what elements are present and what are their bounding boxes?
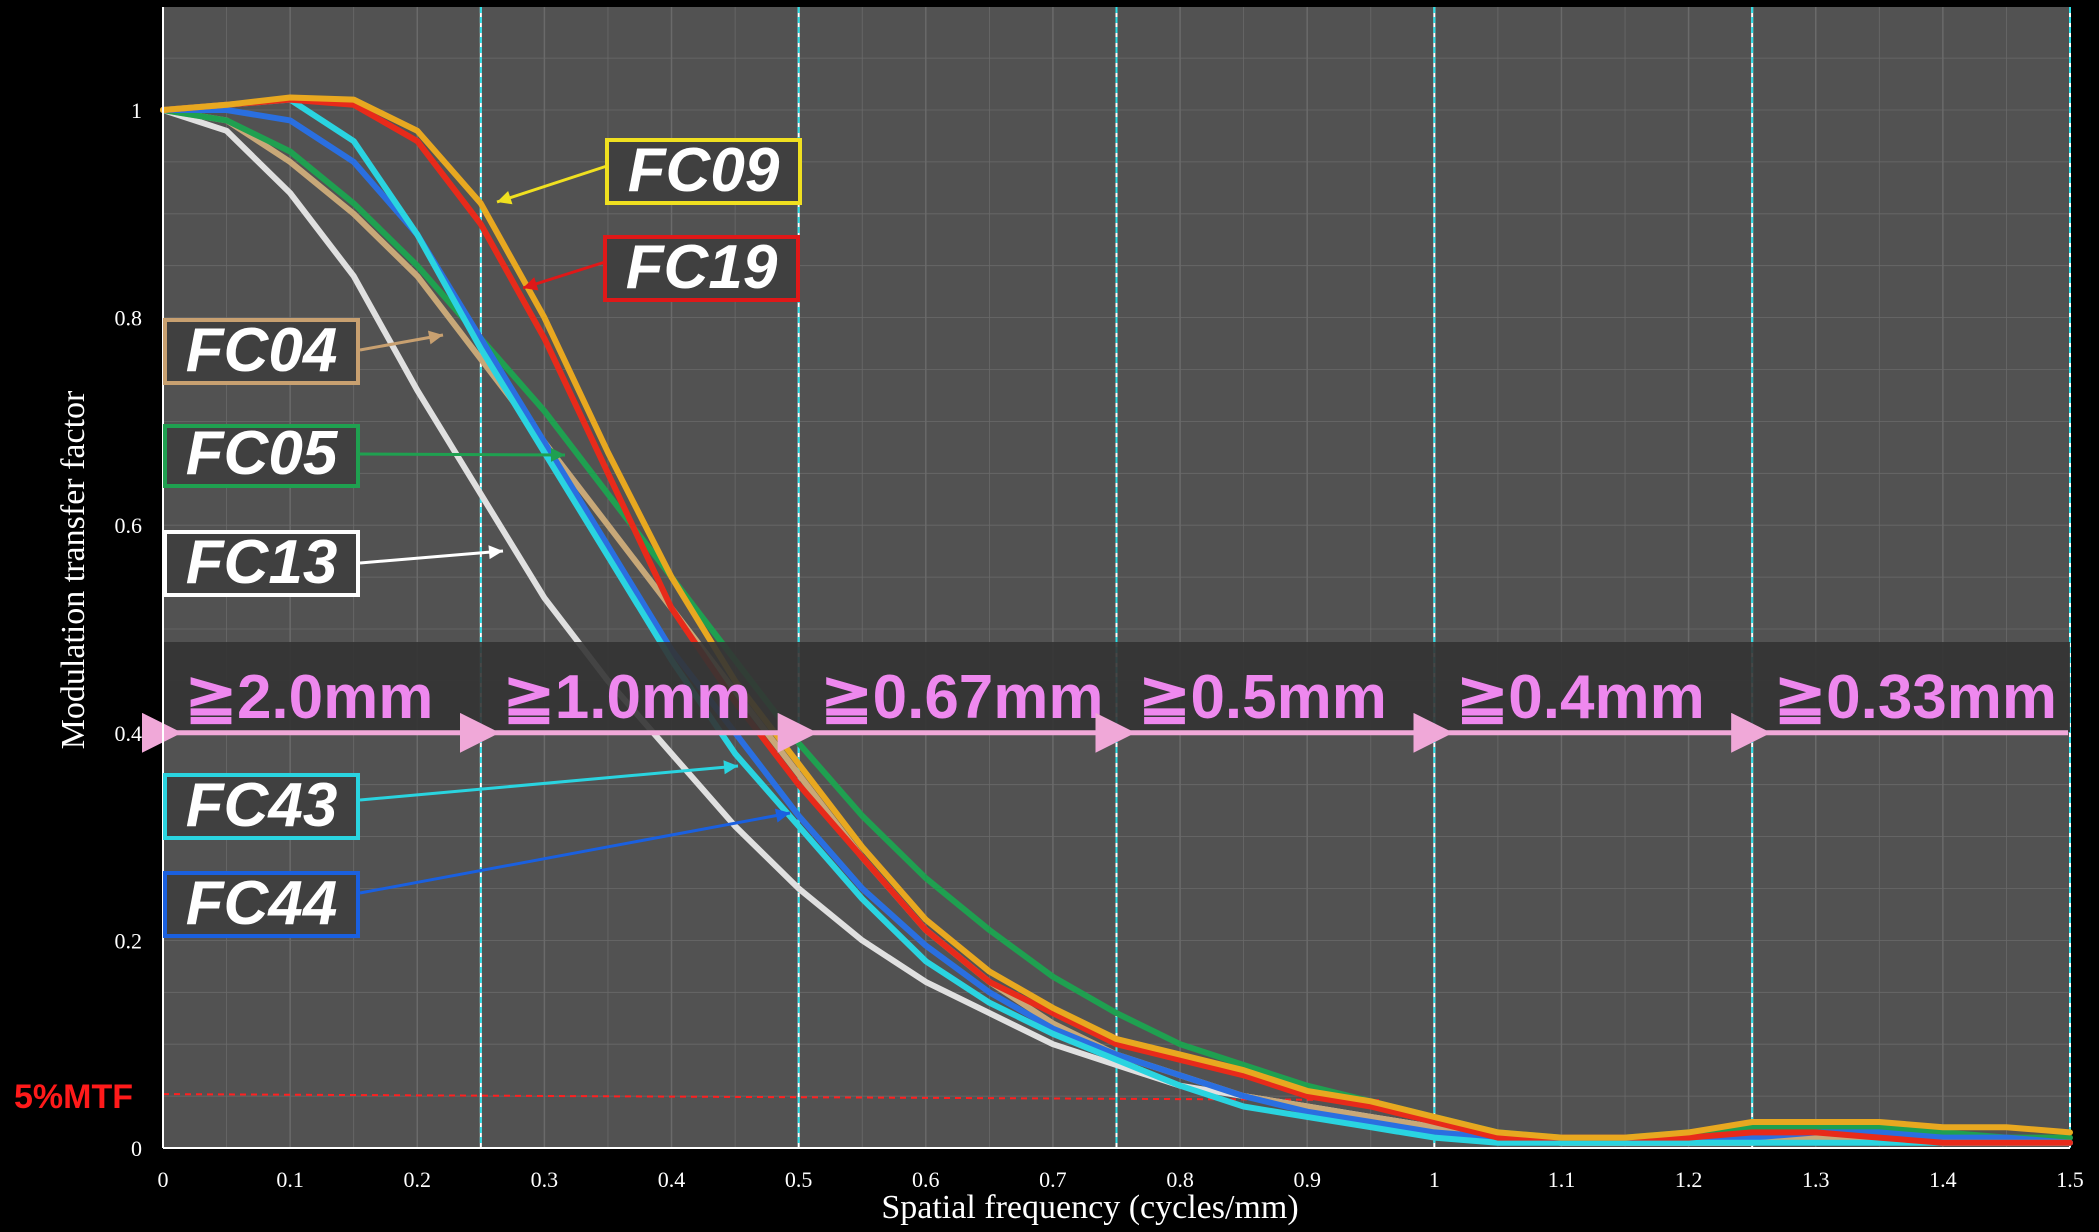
legend-box [163,424,360,488]
series-line-fc43 [160,96,2073,1146]
legend-label: FC44 [186,869,338,938]
y-tick-label: 0.4 [115,721,143,746]
legend-label: FC19 [626,233,778,302]
legend-pointer-line [359,452,566,457]
legend-item-fc13: FC13 [163,528,504,597]
y-tick-labels: 0 0.2 0.4 0.6 0.8 1 [115,98,143,1161]
resolution-bands: ≧2.0mm ≧1.0mm ≧0.67mm ≧0.5mm ≧0.4mm ≧0.33mm [142,663,2068,753]
x-axis-title: Spatial frequency (cycles/mm) [881,1189,1298,1226]
band-boundaries [479,7,2071,1148]
legend-item-fc44: FC44 [163,808,791,938]
x-tick-label: 0.2 [404,1167,432,1192]
legend-label: FC05 [186,419,339,488]
band-label: ≧0.4mm [1456,663,1704,732]
legend-pointer-line [522,260,606,290]
legend-pointer-line [359,811,791,895]
legend-label: FC43 [186,771,338,840]
x-tick-label: 1.2 [1675,1167,1703,1192]
legend-pointer-arrowhead [550,447,565,462]
legend-pointer-arrowhead [427,330,443,345]
legend-box [163,318,360,385]
x-tick-label: 0.1 [276,1167,304,1192]
x-tick-label: 0.3 [531,1167,559,1192]
legend-item-fc04: FC04 [163,316,444,385]
band-label: ≧0.33mm [1774,663,2057,732]
x-tick-label: 0.6 [912,1167,940,1192]
legend-label: FC04 [186,316,338,385]
legend-item-fc09: FC09 [496,136,802,205]
legend-pointer-arrowhead [723,760,738,775]
y-tick-label: 0 [131,1136,142,1161]
x-tick-label: 0 [158,1167,169,1192]
x-tick-label: 0.9 [1293,1167,1321,1192]
y-tick-label: 0.2 [115,928,143,953]
legend-pointer-arrowhead [523,277,539,291]
band-label: ≧0.5mm [1139,663,1387,732]
x-tick-label: 1.3 [1802,1167,1830,1192]
legend-label: FC13 [186,528,338,597]
y-axis-title: Modulation transfer factor [55,390,92,749]
legend-box [163,773,360,840]
y-tick-label: 0.8 [115,306,143,331]
x-tick-label: 1.1 [1548,1167,1576,1192]
legend-box [605,138,802,205]
legend-pointer-arrowhead [488,545,503,560]
series-line-fc09 [160,94,2073,1141]
legend-pointer-line [496,164,608,204]
legend-box [163,530,360,597]
series-line-fc19 [160,96,2073,1146]
x-tick-label: 1.5 [2056,1167,2084,1192]
legend-item-fc05: FC05 [163,419,566,488]
series-group [160,94,2073,1146]
x-tick-label: 1 [1429,1167,1440,1192]
legend-pointer-line [359,549,504,565]
legend-pointer-arrowhead [774,808,790,823]
x-tick-label: 0.4 [658,1167,686,1192]
legend-pointer-arrowhead [497,190,513,205]
x-tick-label: 0.8 [1166,1167,1194,1192]
legend: FC09 FC19 FC04 FC05 FC13 FC43 FC44 [163,136,802,938]
x-tick-label: 0.7 [1039,1167,1067,1192]
x-tick-labels: 0 0.1 0.2 0.3 0.4 0.5 0.6 0.7 0.8 0.9 1 1.1 1.2 1.3 1.… [158,1167,2084,1192]
legend-item-fc43: FC43 [163,760,739,840]
legend-pointer-line [359,764,739,802]
band-label: ≧0.67mm [821,663,1104,732]
x-tick-label: 0.5 [785,1167,813,1192]
band-label: ≧1.0mm [503,663,751,732]
legend-box [603,235,800,302]
legend-pointer-line [359,333,444,352]
threshold-label: 5%MTF [14,1078,133,1116]
band-label: ≧2.0mm [185,663,433,732]
series-line-fc44 [160,107,2073,1146]
legend-label: FC09 [628,136,780,205]
y-tick-label: 0.6 [115,513,143,538]
legend-item-fc19: FC19 [522,233,800,302]
legend-box [163,871,360,938]
x-tick-label: 1.4 [1929,1167,1957,1192]
y-tick-label: 1 [131,98,142,123]
threshold-line [162,1093,1384,1102]
